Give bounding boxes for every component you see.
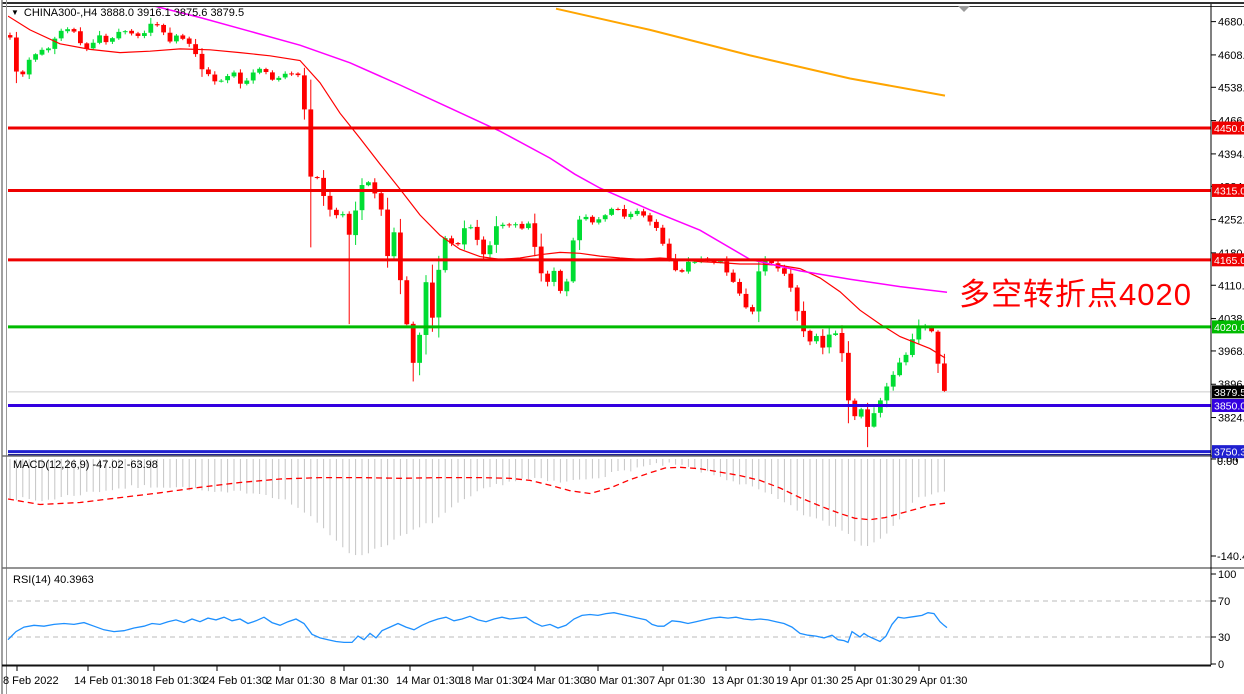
symbol-ohlc-label: CHINA300-,H4 3888.0 3916.1 3875.6 3879.5 <box>23 7 245 19</box>
date-tick-label: 18 Mar 01:30 <box>459 675 524 687</box>
rsi-axis-label: 0 <box>1218 659 1224 671</box>
chart-shift-triangle-icon[interactable] <box>958 6 970 12</box>
price-badge-4315.0 <box>1212 183 1244 197</box>
svg-text:4165.0: 4165.0 <box>1214 255 1244 267</box>
svg-text:4315.0: 4315.0 <box>1214 185 1244 197</box>
annotation-text[interactable]: 多空转折点4020 <box>959 277 1192 312</box>
rsi-axis-label: 100 <box>1218 569 1236 581</box>
date-tick-label: 24 Mar 01:30 <box>521 675 586 687</box>
date-tick-label: 29 Apr 01:30 <box>905 675 967 687</box>
date-tick-label: 19 Apr 01:30 <box>776 675 838 687</box>
price-tick-label: 3824.0 <box>1218 413 1244 425</box>
orange-trendline[interactable] <box>555 7 946 97</box>
date-tick-label: 8 Feb 2022 <box>3 675 59 687</box>
rsi-line <box>7 612 948 644</box>
candlestick-series <box>8 17 947 448</box>
rsi-axis-label: 30 <box>1218 632 1230 644</box>
price-axis: 4680.04608.04538.04466.04394.04324.04252… <box>1211 17 1244 671</box>
macd-axis-min: -140.44 <box>1217 551 1244 563</box>
price-badge-4020.0 <box>1212 320 1244 334</box>
rsi-axis-label: 70 <box>1218 596 1230 608</box>
symbol-header: ▼ CHINA300-,H4 3888.0 3916.1 3875.6 3879… <box>11 7 244 19</box>
price-badge-4165.0 <box>1212 253 1244 267</box>
date-tick-label: 24 Feb 01:30 <box>203 675 268 687</box>
macd-axis-zero: 0.00 <box>1217 456 1238 468</box>
date-tick-label: 14 Feb 01:30 <box>74 675 139 687</box>
rsi-panel[interactable] <box>7 600 1211 644</box>
price-badge-3850.0 <box>1212 399 1244 413</box>
date-tick-label: 2 Mar 01:30 <box>266 675 325 687</box>
price-tick-label: 4680.0 <box>1218 17 1244 29</box>
macd-panel[interactable] <box>7 459 946 556</box>
price-tick-label: 4608.0 <box>1218 50 1244 62</box>
macd-indicator-label: MACD(12,26,9) -47.02 -63.98 <box>13 459 158 471</box>
macd-signal-line <box>7 466 946 521</box>
price-badges: 4450.0 4315.0 4165.0 4020.0 3850.0 3750.3 3879… <box>1212 121 1244 459</box>
price-tick-label: 4252.0 <box>1218 215 1244 227</box>
price-badge-4450.0 <box>1212 121 1244 135</box>
date-tick-label: 30 Mar 01:30 <box>584 675 649 687</box>
price-badge-3879.5 <box>1212 385 1244 399</box>
rsi-indicator-label: RSI(14) 40.3963 <box>13 574 94 586</box>
date-tick-label: 8 Mar 01:30 <box>330 675 389 687</box>
ma-slow-magenta-line <box>154 7 948 293</box>
price-tick-label: 4394.0 <box>1218 149 1244 161</box>
price-tick-label: 4110.0 <box>1218 280 1244 292</box>
price-tick-label: 4538.0 <box>1218 82 1244 94</box>
svg-text:3879.5: 3879.5 <box>1214 387 1244 399</box>
ma-fast-red-line <box>8 15 946 359</box>
date-tick-label: 13 Apr 01:30 <box>712 675 774 687</box>
symbol-dropdown-icon[interactable]: ▼ <box>11 8 19 17</box>
price-panel[interactable] <box>8 5 1211 448</box>
price-tick-label: 3968.0 <box>1218 346 1244 358</box>
date-tick-label: 25 Apr 01:30 <box>841 675 903 687</box>
svg-text:3850.0: 3850.0 <box>1214 401 1244 413</box>
date-tick-label: 18 Feb 01:30 <box>140 675 205 687</box>
svg-text:4020.0: 4020.0 <box>1214 322 1244 334</box>
svg-text:4450.0: 4450.0 <box>1214 123 1244 135</box>
date-tick-label: 14 Mar 01:30 <box>396 675 461 687</box>
svg-text:3750.3: 3750.3 <box>1214 447 1244 459</box>
date-tick-label: 7 Apr 01:30 <box>649 675 705 687</box>
price-badge-3750.3 <box>1212 445 1244 459</box>
